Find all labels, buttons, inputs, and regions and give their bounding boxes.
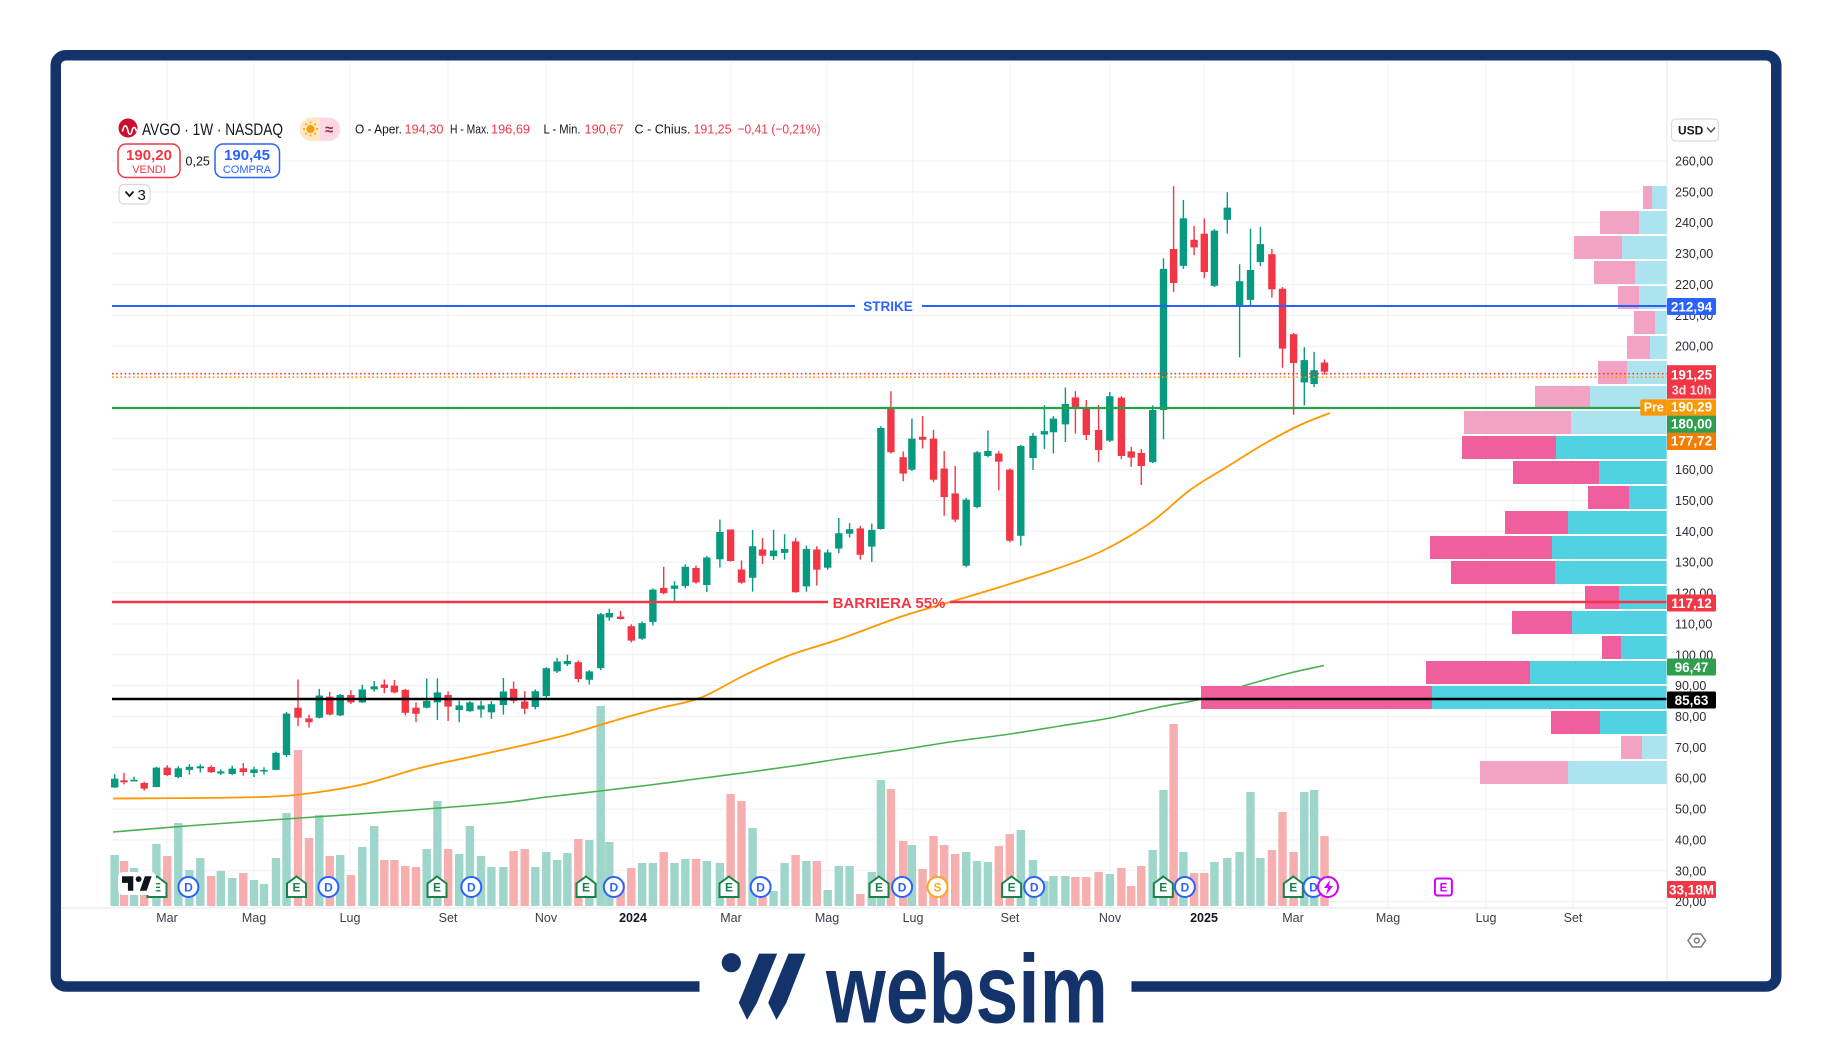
svg-text:O - Aper.: O - Aper. (355, 122, 402, 137)
svg-text:D: D (1309, 881, 1318, 895)
svg-text:D: D (1030, 881, 1039, 895)
svg-text:150,00: 150,00 (1675, 494, 1713, 508)
svg-text:H - Max.: H - Max. (450, 122, 489, 137)
svg-text:Lug: Lug (340, 911, 361, 925)
svg-text:190,29: 190,29 (1671, 400, 1712, 415)
svg-text:E: E (1289, 881, 1297, 895)
svg-text:190,45: 190,45 (224, 147, 270, 164)
svg-text:websim: websim (825, 935, 1108, 1043)
svg-text:177,72: 177,72 (1671, 434, 1712, 449)
svg-text:20,00: 20,00 (1675, 895, 1706, 909)
svg-text:96,47: 96,47 (1675, 660, 1709, 675)
svg-text:E: E (1440, 883, 1448, 895)
svg-text:D: D (756, 881, 765, 895)
svg-text:VENDI: VENDI (132, 164, 166, 176)
svg-text:E: E (1008, 881, 1016, 895)
svg-text:Nov: Nov (535, 911, 558, 925)
svg-text:90,00: 90,00 (1675, 679, 1706, 693)
svg-text:D: D (467, 881, 476, 895)
svg-text:S: S (933, 881, 941, 895)
svg-text:E: E (292, 881, 300, 895)
svg-text:260,00: 260,00 (1675, 155, 1713, 169)
svg-text:D: D (184, 881, 193, 895)
svg-text:60,00: 60,00 (1675, 772, 1706, 786)
svg-text:130,00: 130,00 (1675, 556, 1713, 570)
svg-text:E: E (433, 881, 441, 895)
svg-text:USD: USD (1678, 124, 1704, 138)
svg-text:140,00: 140,00 (1675, 525, 1713, 539)
svg-text:3: 3 (138, 187, 146, 204)
svg-text:191,25: 191,25 (694, 122, 732, 137)
svg-text:196,69: 196,69 (491, 122, 530, 137)
svg-text:L - Min.: L - Min. (544, 122, 581, 137)
svg-text:180,00: 180,00 (1671, 417, 1712, 432)
svg-text:40,00: 40,00 (1675, 833, 1706, 847)
svg-text:BARRIERA 55%: BARRIERA 55% (833, 595, 946, 612)
svg-text:191,25: 191,25 (1671, 367, 1713, 382)
svg-text:D: D (609, 881, 618, 895)
svg-text:80,00: 80,00 (1675, 710, 1706, 724)
svg-text:194,30: 194,30 (405, 122, 444, 137)
svg-text:190,67: 190,67 (585, 122, 624, 137)
svg-text:220,00: 220,00 (1675, 278, 1713, 292)
svg-text:160,00: 160,00 (1675, 463, 1713, 477)
svg-text:Set: Set (439, 911, 458, 925)
svg-text:STRIKE: STRIKE (863, 299, 913, 314)
svg-text:2024: 2024 (619, 911, 647, 925)
svg-text:Pre: Pre (1644, 401, 1664, 415)
svg-text:50,00: 50,00 (1675, 803, 1706, 817)
svg-text:D: D (1181, 881, 1190, 895)
svg-text:117,12: 117,12 (1671, 596, 1712, 611)
svg-text:E: E (725, 881, 733, 895)
svg-text:3d 10h: 3d 10h (1672, 383, 1712, 397)
svg-text:Mag: Mag (1376, 911, 1400, 925)
svg-text:Mag: Mag (242, 911, 266, 925)
svg-text:−0,41 (−0,21%): −0,41 (−0,21%) (738, 122, 821, 137)
svg-text:Mar: Mar (720, 911, 742, 925)
svg-text:200,00: 200,00 (1675, 340, 1713, 354)
svg-text:240,00: 240,00 (1675, 216, 1713, 230)
svg-text:Lug: Lug (903, 911, 924, 925)
svg-text:COMPRA: COMPRA (223, 164, 272, 176)
svg-text:Nov: Nov (1099, 911, 1122, 925)
svg-text:D: D (898, 881, 907, 895)
svg-text:30,00: 30,00 (1675, 864, 1706, 878)
svg-text:70,00: 70,00 (1675, 741, 1706, 755)
svg-text:190,20: 190,20 (126, 147, 172, 164)
svg-text:Lug: Lug (1476, 911, 1497, 925)
svg-text:Mar: Mar (156, 911, 178, 925)
svg-text:E: E (582, 881, 590, 895)
svg-text:≈: ≈ (325, 122, 333, 139)
svg-text:230,00: 230,00 (1675, 247, 1713, 261)
svg-text:Mar: Mar (1282, 911, 1304, 925)
svg-text:110,00: 110,00 (1675, 617, 1712, 631)
svg-text:Mag: Mag (815, 911, 839, 925)
svg-text:85,63: 85,63 (1675, 693, 1709, 708)
svg-text:E: E (1159, 881, 1167, 895)
svg-text:E: E (153, 881, 161, 895)
svg-text:Set: Set (1564, 911, 1583, 925)
svg-text:Set: Set (1001, 911, 1020, 925)
svg-text:2025: 2025 (1190, 911, 1218, 925)
svg-text:AVGO · 1W · NASDAQ: AVGO · 1W · NASDAQ (142, 121, 283, 139)
svg-text:E: E (875, 881, 883, 895)
svg-text:212,94: 212,94 (1671, 299, 1713, 314)
svg-text:0,25: 0,25 (186, 155, 210, 169)
svg-text:33,18M: 33,18M (1669, 882, 1714, 897)
svg-text:250,00: 250,00 (1675, 185, 1713, 199)
svg-text:D: D (324, 881, 333, 895)
svg-text:C - Chius.: C - Chius. (635, 122, 691, 137)
